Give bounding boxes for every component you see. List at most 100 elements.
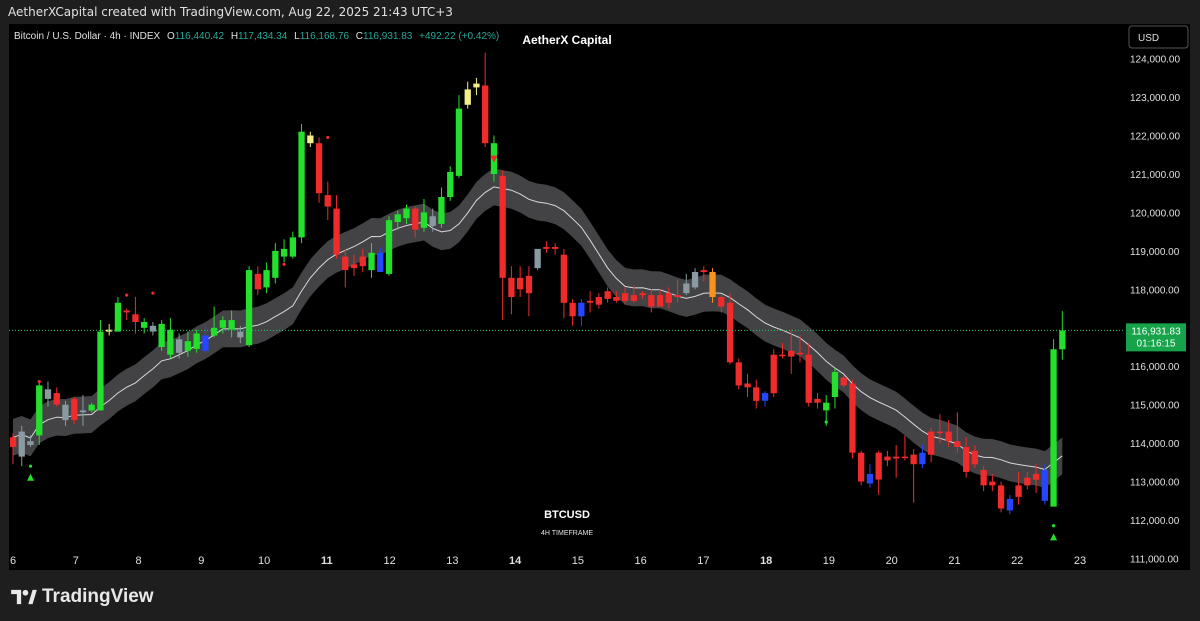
timeframe-watermark: 4H TIMEFRAME bbox=[541, 530, 593, 537]
candle bbox=[114, 297, 122, 332]
candle-body bbox=[184, 341, 191, 351]
candle bbox=[700, 266, 707, 282]
time-tick-label: 8 bbox=[135, 555, 141, 567]
candle-body bbox=[875, 452, 882, 480]
candle bbox=[289, 231, 296, 259]
candle bbox=[429, 208, 436, 232]
last-price-label: 116,931.83 bbox=[1131, 326, 1181, 337]
candle bbox=[202, 323, 209, 353]
candle bbox=[97, 320, 104, 411]
candle-body bbox=[980, 470, 987, 486]
candle bbox=[254, 266, 261, 296]
candle-body bbox=[123, 310, 130, 313]
candle bbox=[473, 77, 480, 96]
candle-body bbox=[770, 354, 777, 394]
candle bbox=[525, 266, 533, 317]
buy-signal-marker bbox=[26, 473, 34, 481]
candle bbox=[552, 243, 559, 255]
buy-signal-marker bbox=[1050, 533, 1058, 541]
symbol-watermark: BTCUSD bbox=[544, 509, 590, 521]
candle bbox=[193, 329, 200, 353]
candle bbox=[587, 291, 594, 313]
candle bbox=[875, 450, 882, 496]
candle-body bbox=[534, 248, 541, 269]
candle bbox=[9, 433, 17, 465]
price-axis[interactable]: 124,000.00 123,000.00 122,000.00 121,000.00… bbox=[1130, 55, 1180, 566]
candle-body bbox=[569, 302, 576, 317]
candle-body bbox=[280, 248, 288, 257]
footer: TradingView bbox=[0, 570, 1200, 621]
time-tick-label: 20 bbox=[886, 555, 898, 567]
candle bbox=[324, 181, 331, 221]
candle-body bbox=[630, 295, 637, 301]
signal-dot bbox=[824, 420, 828, 424]
chart-area[interactable]: Bitcoin / U.S. Dollar · 4h · INDEX O116,… bbox=[9, 24, 1190, 570]
price-tick-label: 120,000.00 bbox=[1130, 208, 1180, 219]
brand-name: TradingView bbox=[42, 586, 154, 607]
time-axis[interactable]: 6 7 8 9 10 11 12 13 14 15 16 17 18 19 20 21 22 23 bbox=[10, 555, 1086, 567]
candle-body bbox=[79, 410, 87, 413]
currency-button[interactable]: USD bbox=[1128, 25, 1189, 49]
low-value: 116,168.76 bbox=[300, 31, 350, 42]
candle bbox=[18, 425, 25, 467]
candle-body bbox=[648, 295, 655, 307]
candle-body bbox=[709, 272, 716, 297]
candle bbox=[377, 247, 384, 273]
candle bbox=[447, 166, 454, 201]
time-tick-label: 11 bbox=[321, 555, 333, 567]
candle-body bbox=[735, 362, 742, 386]
candle-body bbox=[779, 354, 786, 357]
price-tick-label: 124,000.00 bbox=[1130, 55, 1180, 66]
time-tick-label: 9 bbox=[198, 555, 204, 567]
candle-body bbox=[726, 302, 734, 363]
candle bbox=[796, 335, 804, 363]
candle-body bbox=[578, 302, 585, 317]
candle-body bbox=[211, 327, 218, 336]
candle bbox=[88, 402, 95, 413]
signal-dot bbox=[282, 262, 286, 266]
time-tick-label: 17 bbox=[697, 555, 709, 567]
candle bbox=[560, 248, 567, 319]
candle-body bbox=[167, 329, 174, 355]
candle-body bbox=[289, 237, 296, 257]
candle bbox=[141, 318, 148, 334]
candle-body bbox=[989, 481, 996, 486]
candle-body bbox=[62, 404, 69, 421]
candle bbox=[455, 95, 463, 178]
candle-body bbox=[928, 431, 935, 455]
candle-body bbox=[621, 293, 629, 301]
candle bbox=[735, 358, 742, 390]
candle-body bbox=[700, 270, 707, 272]
candle bbox=[464, 81, 471, 109]
candle-body bbox=[228, 320, 235, 330]
candle-body bbox=[438, 197, 445, 224]
candle bbox=[106, 323, 113, 336]
time-tick-label: 21 bbox=[948, 555, 960, 567]
candle-body bbox=[176, 339, 183, 353]
candle-body bbox=[656, 295, 664, 307]
candle bbox=[761, 391, 769, 407]
time-tick-label: 15 bbox=[572, 555, 584, 567]
time-tick-label: 18 bbox=[760, 555, 772, 567]
candle bbox=[621, 287, 629, 305]
candle bbox=[770, 348, 777, 397]
candle-body bbox=[1041, 470, 1048, 501]
candle-body bbox=[132, 314, 139, 322]
candle bbox=[1032, 464, 1040, 494]
high-value: 117,434.34 bbox=[238, 31, 288, 42]
ohlc-legend: Bitcoin / U.S. Dollar · 4h · INDEX O116,… bbox=[14, 31, 499, 42]
candle bbox=[263, 262, 270, 294]
candle bbox=[280, 239, 288, 263]
candle bbox=[123, 308, 130, 321]
candle bbox=[788, 329, 795, 374]
candle-body bbox=[272, 250, 279, 278]
candle-body bbox=[307, 135, 314, 144]
open-label: O bbox=[167, 31, 175, 42]
candle-body bbox=[796, 352, 804, 355]
tradingview-logo[interactable]: TradingView bbox=[10, 586, 154, 608]
time-tick-label: 10 bbox=[258, 555, 270, 567]
candle bbox=[919, 445, 926, 469]
price-chart[interactable]: Bitcoin / U.S. Dollar · 4h · INDEX O116,… bbox=[9, 24, 1190, 570]
candle bbox=[1041, 464, 1048, 505]
candle-body bbox=[106, 329, 113, 332]
